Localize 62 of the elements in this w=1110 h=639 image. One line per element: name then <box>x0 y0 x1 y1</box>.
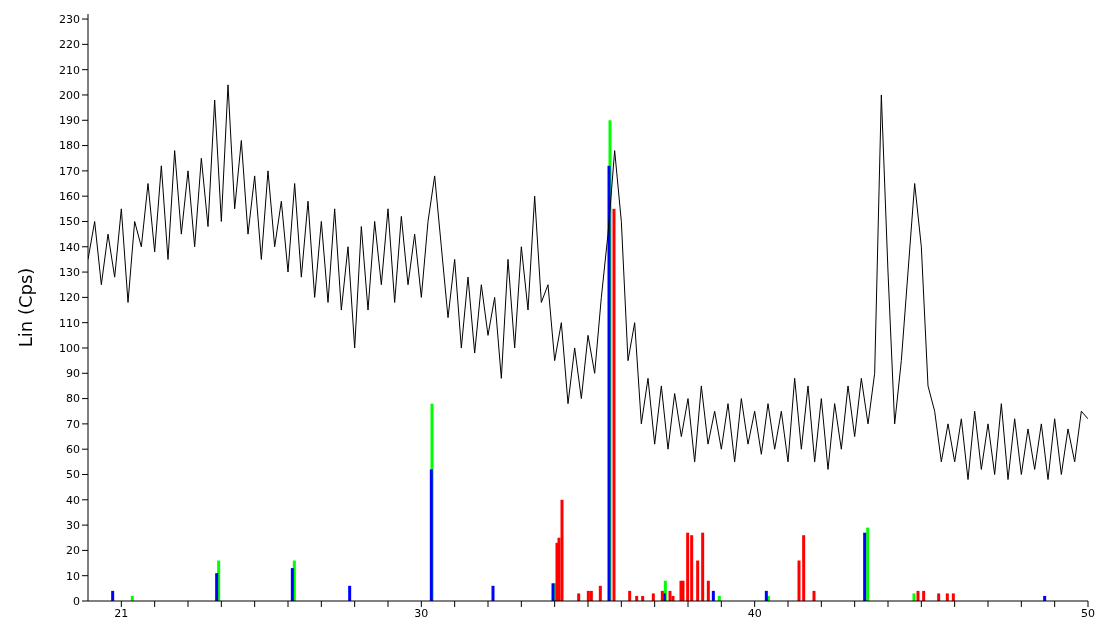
y-tick-label: 0 <box>73 594 80 608</box>
y-tick-label: 120 <box>59 291 80 305</box>
y-tick-label: 160 <box>59 190 80 204</box>
y-tick-label: 20 <box>66 544 80 558</box>
bar <box>598 585 602 601</box>
y-tick-label: 210 <box>59 63 80 77</box>
y-tick-label: 220 <box>59 38 80 52</box>
bar <box>429 469 433 601</box>
bar <box>912 593 916 601</box>
y-tick-label: 140 <box>59 240 80 254</box>
y-tick-label: 50 <box>66 468 80 482</box>
bar <box>651 593 655 601</box>
bar <box>922 590 926 601</box>
x-tick-label: 21 <box>114 606 129 620</box>
y-tick-label: 190 <box>59 114 80 128</box>
y-tick-label: 150 <box>59 215 80 229</box>
y-tick-label: 180 <box>59 139 80 153</box>
bar <box>628 590 632 601</box>
y-tick-label: 200 <box>59 88 80 102</box>
bar <box>290 568 294 601</box>
y-tick-label: 10 <box>66 569 80 583</box>
y-tick-label: 70 <box>66 417 80 431</box>
y-tick-label: 230 <box>59 12 80 26</box>
bar <box>589 590 593 601</box>
bar <box>866 527 870 601</box>
y-tick-label: 110 <box>59 316 80 330</box>
bar <box>711 590 715 601</box>
bar <box>696 560 700 601</box>
bar <box>111 590 115 601</box>
bar <box>215 573 219 601</box>
y-tick-label: 80 <box>66 392 80 406</box>
y-tick-label: 30 <box>66 519 80 532</box>
y-axis-title: Lin (Cps) <box>15 267 37 348</box>
bar <box>607 165 611 601</box>
y-tick-label: 130 <box>59 265 80 279</box>
bar <box>802 535 806 601</box>
y-tick-label: 90 <box>66 367 80 381</box>
y-tick-label: 40 <box>66 493 80 507</box>
bar <box>706 580 710 601</box>
bar <box>348 585 352 601</box>
bar <box>586 590 590 601</box>
x-tick-label: 50 <box>1081 606 1095 620</box>
bar <box>701 532 705 601</box>
y-tick-label: 100 <box>59 341 80 355</box>
x-tick-label: 40 <box>747 606 762 620</box>
bar <box>690 535 694 601</box>
bar <box>491 585 495 601</box>
y-tick-label: 60 <box>66 443 80 457</box>
bar <box>951 593 955 601</box>
bar <box>686 532 690 601</box>
bar <box>577 593 581 601</box>
bar <box>560 499 564 601</box>
bar <box>668 590 672 601</box>
bar <box>916 590 920 601</box>
y-tick-label: 170 <box>59 164 80 178</box>
bar <box>812 590 816 601</box>
x-tick-label: 30 <box>414 606 429 620</box>
bar <box>612 208 616 601</box>
bar <box>863 532 867 601</box>
bar <box>764 590 768 601</box>
bar <box>937 593 941 601</box>
bar <box>945 593 949 601</box>
